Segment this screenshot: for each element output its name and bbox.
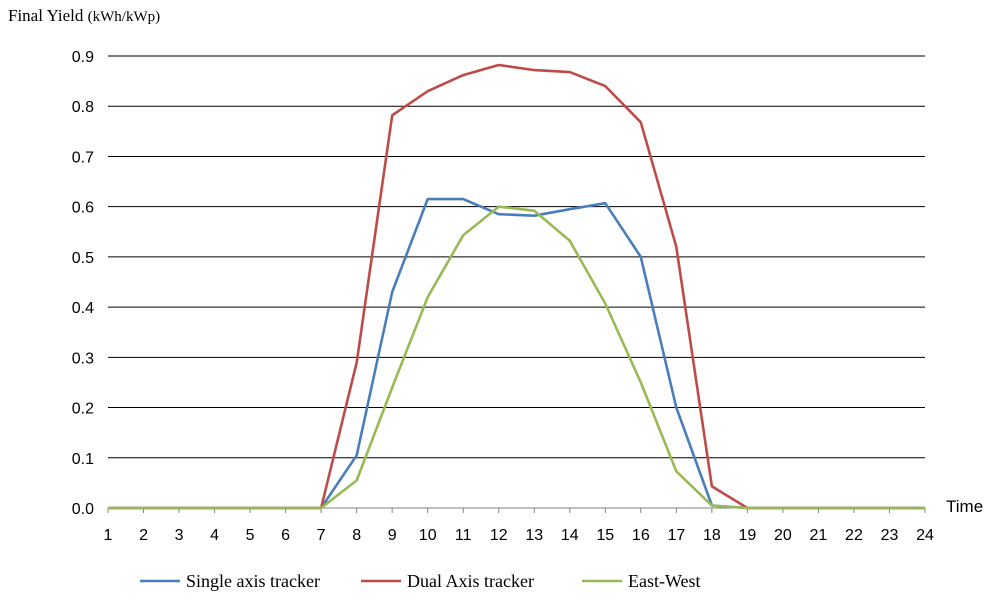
x-tick-label: 5: [246, 527, 255, 544]
x-tick-label: 13: [525, 527, 543, 544]
y-tick-label: 0.2: [72, 401, 94, 418]
x-tick-label: 20: [774, 527, 792, 544]
legend-label-east-west: East-West: [628, 571, 701, 591]
x-tick-label: 2: [139, 527, 148, 544]
y-tick-label: 0.3: [72, 350, 94, 367]
x-tick-label: 10: [419, 527, 437, 544]
series-line-single-axis-tracker: [108, 197, 925, 510]
x-tick-label: 11: [455, 527, 472, 544]
x-tick-label: 22: [845, 527, 863, 544]
x-tick-label: 21: [810, 527, 828, 544]
x-tick-label: 1: [104, 527, 113, 544]
legend-label-dual-axis-tracker: Dual Axis tracker: [407, 571, 534, 591]
x-tick-label: 4: [210, 527, 219, 544]
x-tick-label: 24: [916, 527, 934, 544]
y-tick-label: 0.0: [72, 501, 94, 518]
x-tick-label: 14: [561, 527, 579, 544]
x-tick-label: 7: [317, 527, 326, 544]
y-tick-label: 0.8: [72, 99, 94, 116]
y-tick-label: 0.4: [72, 300, 94, 317]
y-tick-label: 0.7: [72, 149, 94, 166]
x-tick-label: 23: [881, 527, 899, 544]
x-axis-title: Time: [946, 497, 984, 516]
x-tick-label: 6: [281, 527, 290, 544]
x-tick-label: 12: [490, 527, 508, 544]
x-tick-label: 16: [632, 527, 650, 544]
x-tick-label: 17: [667, 527, 685, 544]
y-axis-title: Final Yield (kWh/kWp): [8, 6, 160, 26]
x-tick-label: 9: [388, 527, 397, 544]
y-axis-unit: (kWh/kWp): [87, 9, 161, 25]
x-tick-label: 15: [596, 527, 614, 544]
legend-label-single-axis-tracker: Single axis tracker: [186, 571, 320, 591]
series-line-east-west: [108, 205, 925, 510]
y-tick-label: 0.1: [72, 451, 94, 468]
x-tick-label: 19: [738, 527, 756, 544]
series-line-dual-axis-tracker: [108, 63, 925, 510]
x-tick-label: 3: [175, 527, 184, 544]
x-tick-label: 8: [352, 527, 361, 544]
y-axis-label: Final Yield: [8, 6, 84, 25]
y-tick-label: 0.9: [72, 49, 94, 66]
y-tick-label: 0.6: [72, 200, 94, 217]
x-tick-label: 18: [703, 527, 721, 544]
y-tick-label: 0.5: [72, 250, 94, 267]
